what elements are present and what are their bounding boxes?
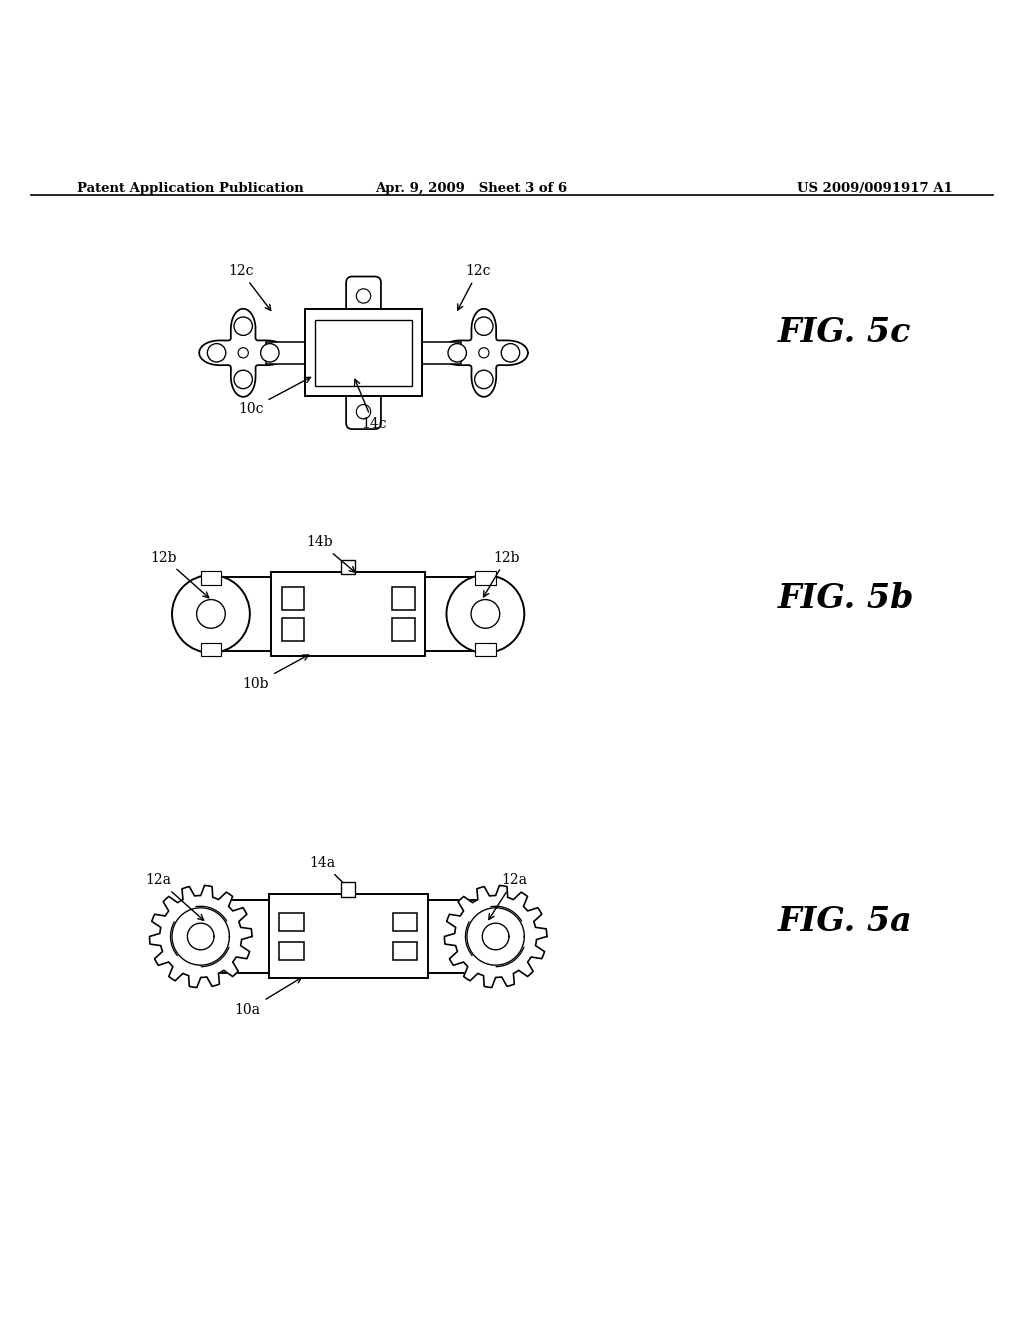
Polygon shape bbox=[150, 886, 252, 987]
Bar bbox=[268, 895, 428, 978]
Polygon shape bbox=[200, 309, 287, 397]
Circle shape bbox=[233, 317, 252, 335]
Bar bbox=[279, 913, 304, 932]
Bar bbox=[215, 577, 481, 651]
Polygon shape bbox=[187, 923, 214, 950]
Bar bbox=[393, 941, 418, 960]
Circle shape bbox=[471, 599, 500, 628]
Bar bbox=[341, 882, 355, 896]
Circle shape bbox=[260, 343, 279, 362]
Polygon shape bbox=[467, 908, 524, 965]
Circle shape bbox=[446, 576, 524, 653]
Text: 12c: 12c bbox=[228, 264, 270, 310]
Bar bbox=[341, 560, 355, 574]
Bar bbox=[271, 572, 425, 656]
FancyBboxPatch shape bbox=[346, 276, 381, 319]
Circle shape bbox=[474, 370, 494, 388]
Text: 12b: 12b bbox=[151, 550, 209, 598]
Bar bbox=[201, 643, 221, 656]
Circle shape bbox=[447, 343, 466, 362]
Bar bbox=[475, 643, 496, 656]
Text: 12b: 12b bbox=[483, 550, 520, 597]
Text: 10b: 10b bbox=[243, 655, 308, 690]
Circle shape bbox=[356, 289, 371, 304]
Bar bbox=[392, 587, 415, 610]
Text: 14b: 14b bbox=[306, 535, 355, 572]
Circle shape bbox=[233, 370, 252, 388]
Circle shape bbox=[207, 343, 225, 362]
Bar bbox=[282, 587, 304, 610]
Bar bbox=[315, 319, 412, 385]
Bar bbox=[205, 900, 492, 973]
Bar bbox=[305, 309, 422, 396]
Text: FIG. 5c: FIG. 5c bbox=[778, 315, 911, 348]
Circle shape bbox=[502, 343, 519, 362]
Text: 14a: 14a bbox=[309, 855, 355, 895]
Polygon shape bbox=[444, 886, 547, 987]
Bar bbox=[393, 913, 418, 932]
Polygon shape bbox=[482, 923, 509, 950]
Polygon shape bbox=[440, 309, 528, 397]
Text: Patent Application Publication: Patent Application Publication bbox=[77, 182, 303, 195]
Circle shape bbox=[197, 599, 225, 628]
Bar bbox=[422, 342, 461, 364]
Bar bbox=[392, 618, 415, 640]
Circle shape bbox=[478, 347, 489, 358]
Text: 10a: 10a bbox=[234, 978, 301, 1018]
Text: 10c: 10c bbox=[239, 378, 310, 416]
Text: 12a: 12a bbox=[145, 873, 204, 920]
Circle shape bbox=[356, 404, 371, 418]
Bar bbox=[201, 572, 221, 585]
Text: FIG. 5a: FIG. 5a bbox=[778, 904, 913, 937]
Bar bbox=[282, 618, 304, 640]
Text: 12c: 12c bbox=[458, 264, 490, 310]
Bar bbox=[475, 572, 496, 585]
Bar bbox=[279, 941, 304, 960]
Circle shape bbox=[172, 576, 250, 653]
Polygon shape bbox=[172, 908, 229, 965]
Text: 12a: 12a bbox=[488, 873, 527, 920]
Text: 14c: 14c bbox=[354, 379, 387, 432]
Text: Apr. 9, 2009   Sheet 3 of 6: Apr. 9, 2009 Sheet 3 of 6 bbox=[375, 182, 567, 195]
Text: US 2009/0091917 A1: US 2009/0091917 A1 bbox=[797, 182, 952, 195]
Circle shape bbox=[238, 347, 248, 358]
Bar bbox=[266, 342, 305, 364]
FancyBboxPatch shape bbox=[346, 385, 381, 429]
Circle shape bbox=[474, 317, 494, 335]
Text: FIG. 5b: FIG. 5b bbox=[778, 582, 914, 615]
